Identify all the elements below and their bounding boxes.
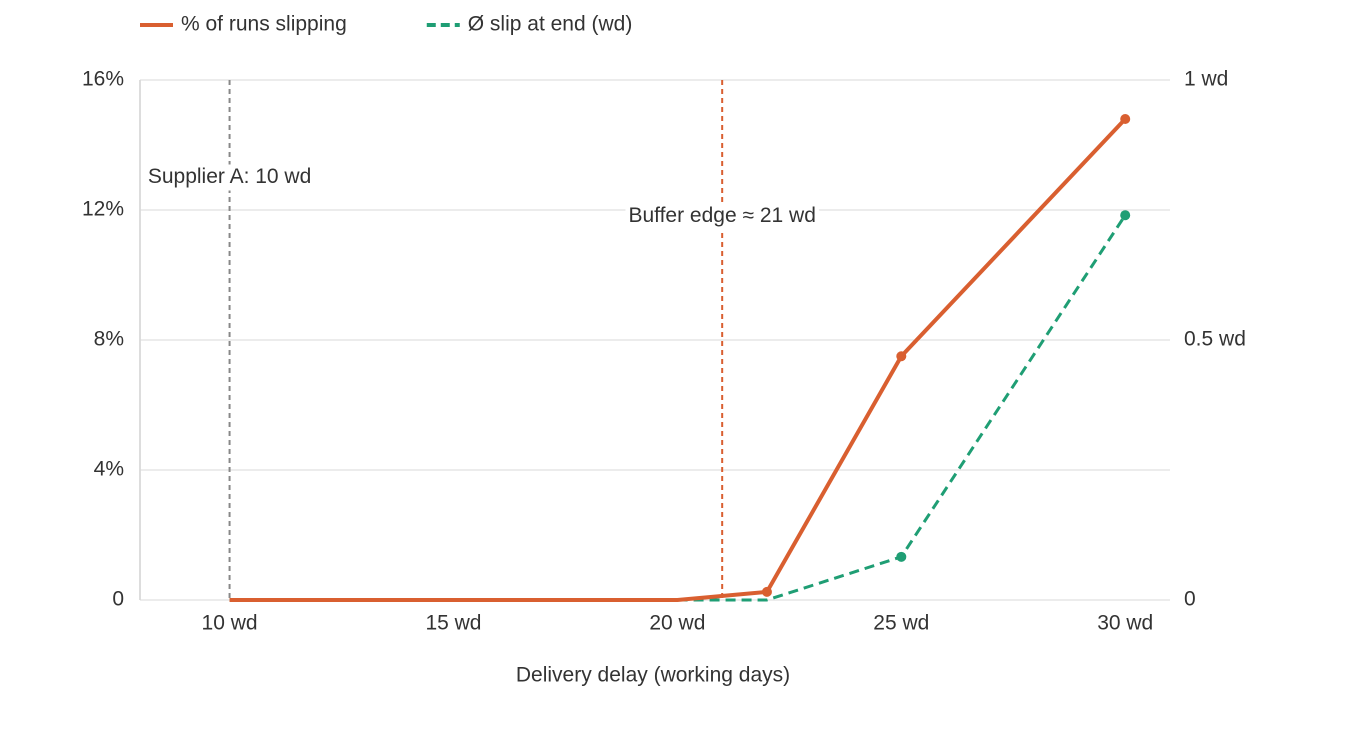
annotation-background	[625, 203, 819, 230]
legend-label: Ø slip at end (wd)	[468, 13, 633, 36]
y-tick-label: 8%	[94, 328, 124, 351]
y2-tick-label: 0	[1184, 588, 1196, 611]
x-axis-title: Delivery delay (working days)	[516, 664, 790, 687]
y-tick-label: 0	[112, 588, 124, 611]
data-point	[1120, 114, 1131, 124]
y-tick-label: 4%	[94, 458, 124, 481]
series-line	[229, 214, 1127, 602]
y2-tick-label: 1 wd	[1184, 68, 1228, 91]
annotation-label: Buffer edge ≈ 21 wd	[628, 204, 815, 227]
data-point	[896, 351, 907, 362]
y-tick-label: 16%	[82, 68, 124, 91]
legend-label: % of runs slipping	[181, 13, 347, 36]
series-line	[229, 117, 1127, 602]
data-point	[1120, 210, 1131, 221]
y2-tick-label: 0.5 wd	[1184, 328, 1246, 351]
data-point	[761, 586, 772, 597]
y-tick-label: 12%	[82, 198, 124, 221]
x-tick-label: 25 wd	[873, 612, 929, 635]
annotation-background	[144, 164, 315, 191]
data-point	[896, 551, 907, 562]
x-tick-label: 20 wd	[649, 612, 705, 635]
x-tick-label: 30 wd	[1097, 612, 1153, 635]
x-tick-label: 10 wd	[202, 612, 258, 635]
annotation-label: Supplier A: 10 wd	[148, 165, 311, 188]
x-tick-label: 15 wd	[425, 612, 481, 635]
